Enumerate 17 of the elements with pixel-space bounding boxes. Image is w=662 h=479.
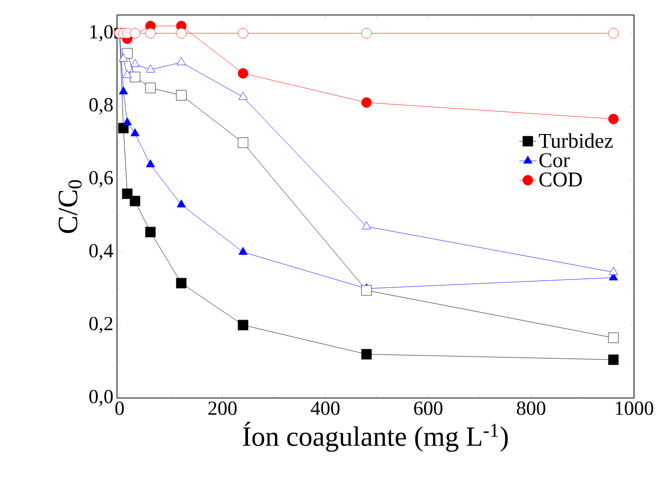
legend-label: Turbidez	[538, 133, 613, 148]
y-tick-label: 0,0	[89, 390, 113, 406]
x-tick-label: 1000	[616, 402, 654, 415]
x-tick-label: 200	[208, 402, 237, 415]
x-tick-label: 400	[310, 402, 340, 415]
x-tick-label: 0	[115, 402, 124, 415]
y-tick-label: 0,2	[89, 316, 112, 334]
x-tick-label: 800	[516, 402, 546, 415]
x-axis-title: Íon coagulante (mg L$^{-1}$)	[243, 422, 508, 452]
x-tick-label: 600	[414, 402, 442, 415]
legend-label: COD	[539, 172, 582, 187]
y-tick-label: 0,6	[89, 170, 113, 188]
legend-label: Cor	[539, 153, 570, 168]
y-tick-label: 0,4	[89, 244, 114, 260]
y-tick-label: 1,0	[90, 25, 113, 42]
y-tick-label: 0,8	[89, 98, 113, 114]
y-axis-title: C/C$_{0}$	[58, 180, 82, 233]
